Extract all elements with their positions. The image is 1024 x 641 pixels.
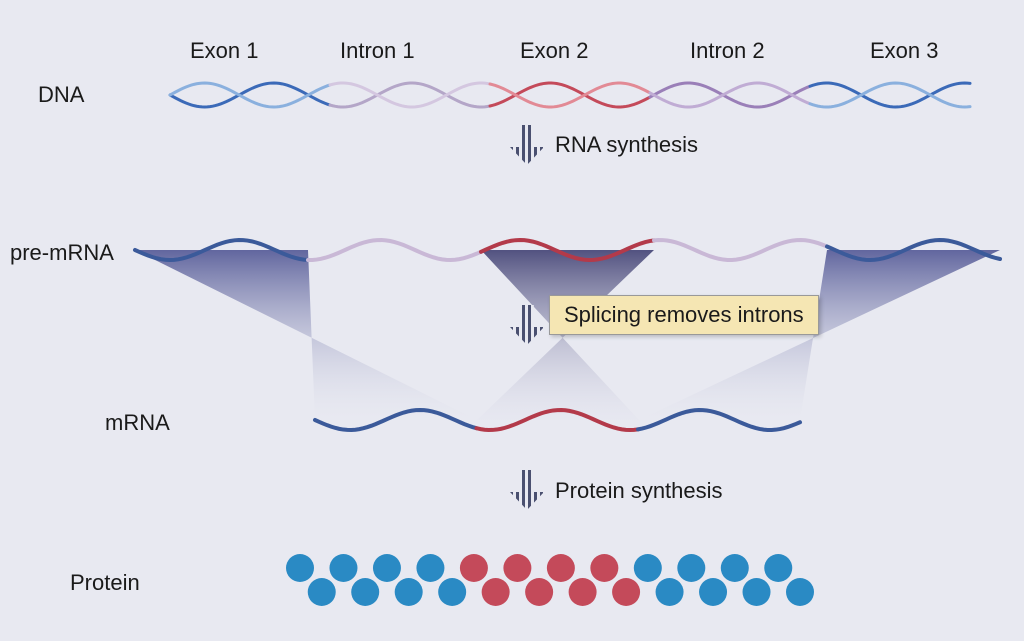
- intron1-label: Intron 1: [340, 38, 415, 64]
- splicing-callout: Splicing removes introns: [549, 295, 819, 335]
- protein-synthesis-label: Protein synthesis: [555, 478, 723, 504]
- mrna-label: mRNA: [105, 410, 170, 436]
- exon1-label: Exon 1: [190, 38, 259, 64]
- exon3-label: Exon 3: [870, 38, 939, 64]
- premrna-label: pre-mRNA: [10, 240, 114, 266]
- intron2-label: Intron 2: [690, 38, 765, 64]
- exon2-label: Exon 2: [520, 38, 589, 64]
- rna-synthesis-label: RNA synthesis: [555, 132, 698, 158]
- diagram-svg: [0, 0, 1024, 641]
- protein-label: Protein: [70, 570, 140, 596]
- dna-label: DNA: [38, 82, 84, 108]
